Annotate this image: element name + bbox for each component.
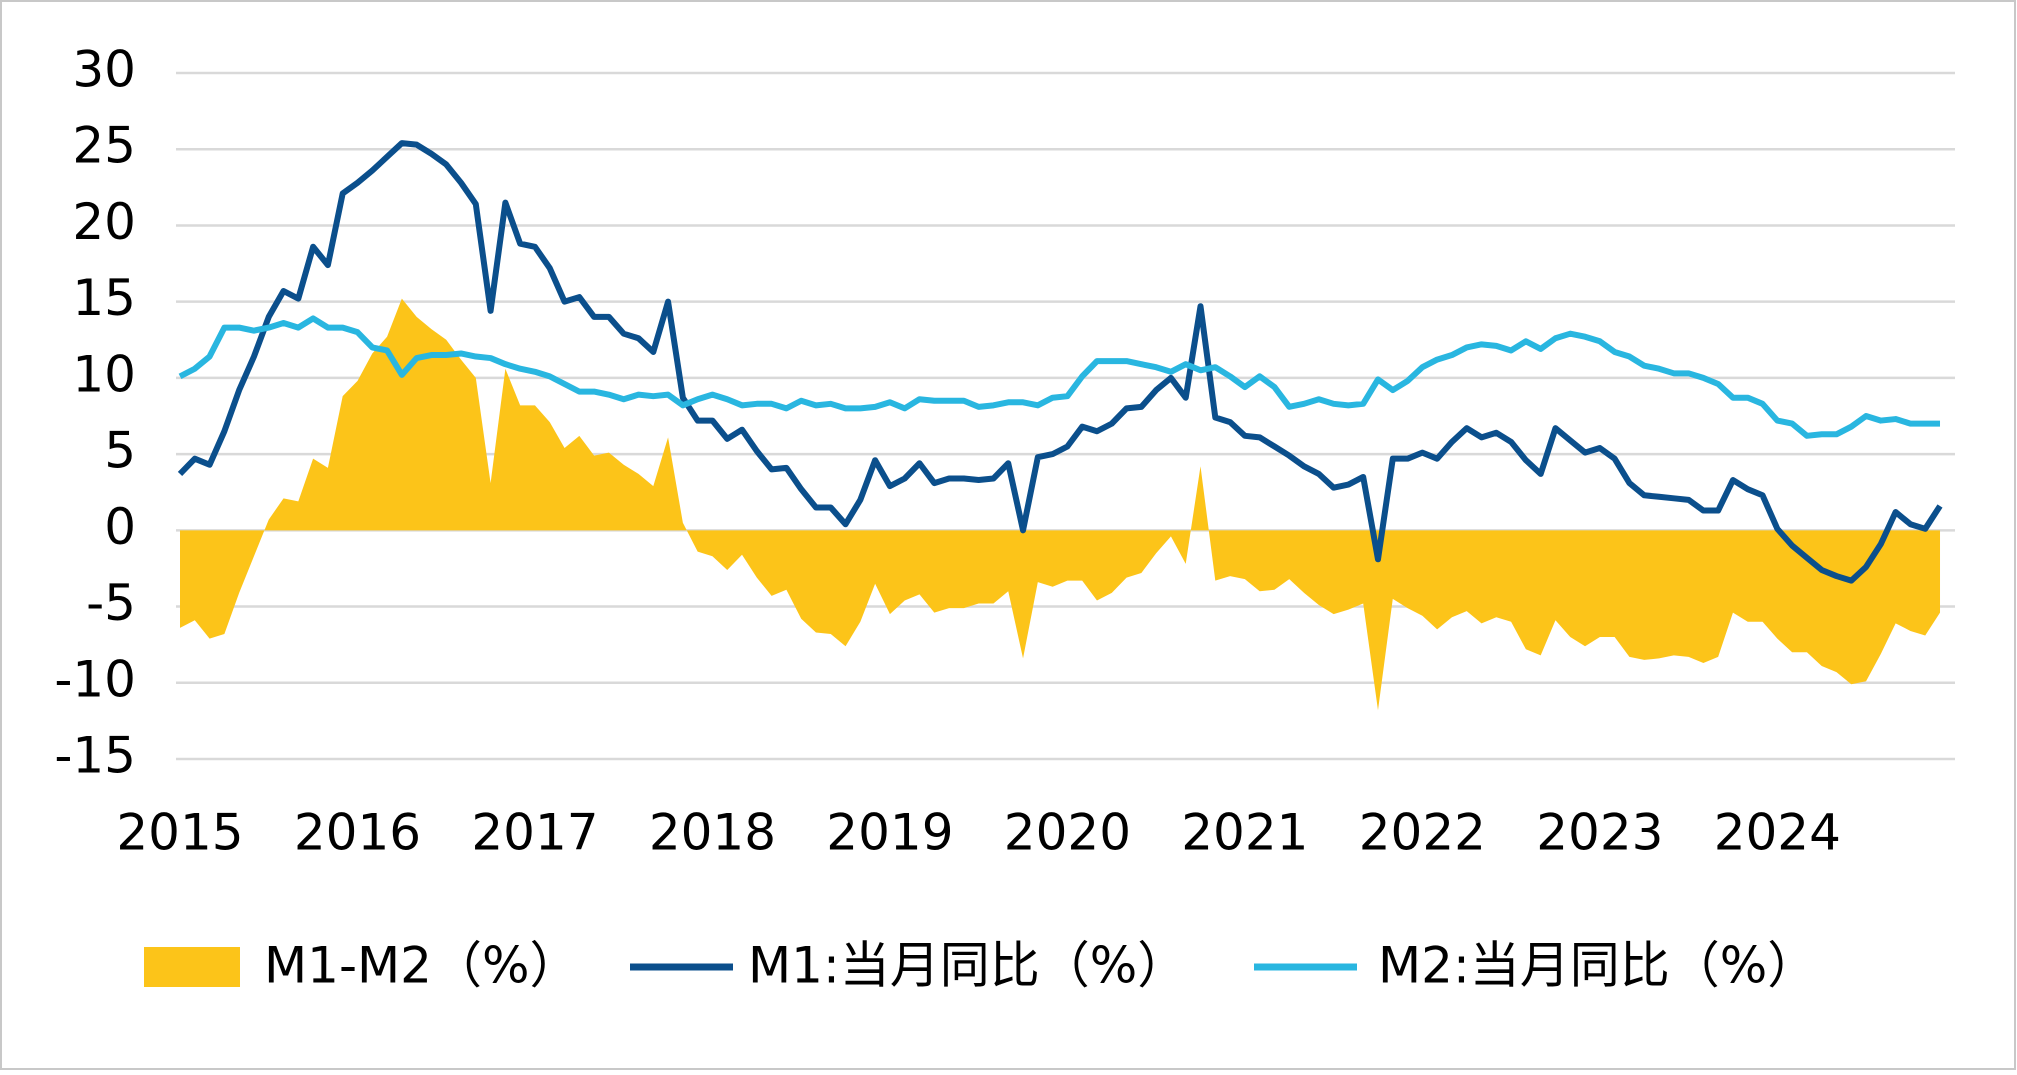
y-tick-label: 5 bbox=[104, 422, 136, 480]
y-tick-label: 0 bbox=[104, 498, 136, 556]
legend-label: M1-M2（%） bbox=[264, 937, 579, 995]
y-tick-label: 15 bbox=[72, 269, 136, 327]
y-tick-label: -15 bbox=[54, 727, 136, 785]
y-tick-label: 25 bbox=[72, 117, 136, 175]
x-tick-label: 2022 bbox=[1359, 804, 1486, 862]
y-tick-label: -10 bbox=[54, 650, 136, 708]
line bbox=[178, 315, 1941, 439]
legend-swatch bbox=[144, 947, 240, 987]
area bbox=[180, 298, 1941, 711]
y-tick-label: 30 bbox=[72, 41, 136, 99]
x-tick-label: 2018 bbox=[649, 804, 776, 862]
y-tick-label: 20 bbox=[72, 193, 136, 251]
legend-label: M1:当月同比（%） bbox=[748, 937, 1187, 995]
x-tick-label: 2015 bbox=[116, 804, 243, 862]
x-tick-label: 2021 bbox=[1181, 804, 1308, 862]
legend-label: M2:当月同比（%） bbox=[1378, 937, 1817, 995]
x-tick-label: 2020 bbox=[1004, 804, 1131, 862]
y-tick-label: -5 bbox=[86, 574, 136, 632]
x-tick-label: 2024 bbox=[1714, 804, 1841, 862]
x-tick-label: 2019 bbox=[826, 804, 953, 862]
line bbox=[177, 140, 1943, 584]
x-tick-label: 2016 bbox=[294, 804, 421, 862]
y-tick-label: 10 bbox=[72, 345, 136, 403]
x-tick-label: 2017 bbox=[471, 804, 598, 862]
x-tick-label: 2023 bbox=[1536, 804, 1663, 862]
